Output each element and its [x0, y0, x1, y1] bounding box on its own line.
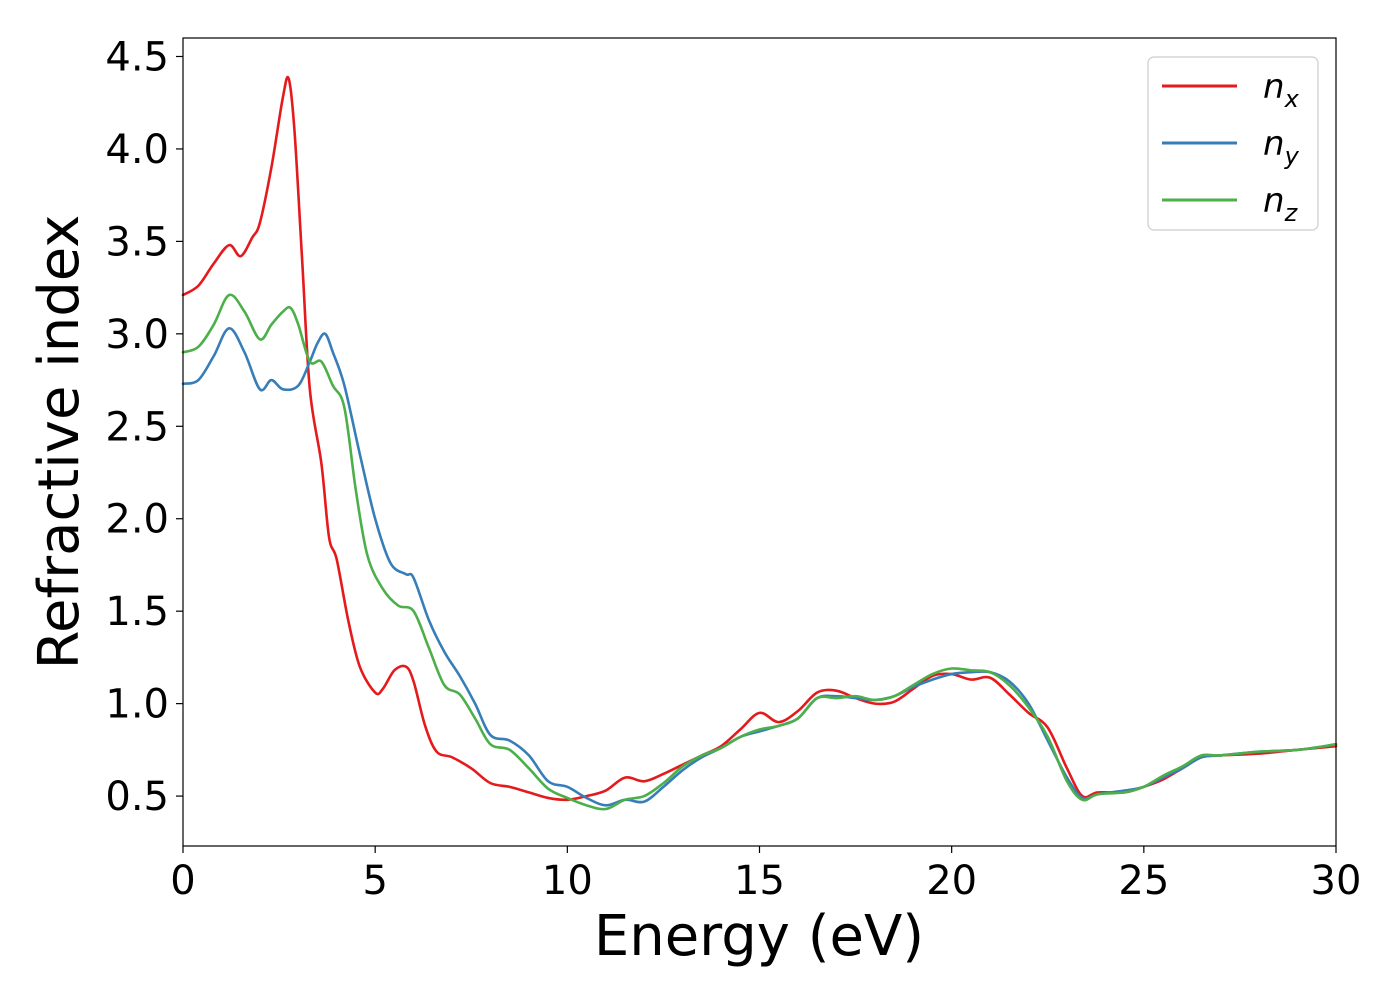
- x-tick-label: 5: [362, 858, 387, 904]
- y-tick-label: 4.0: [105, 127, 169, 173]
- legend-label-ny: ny: [1263, 124, 1300, 170]
- x-axis: 0 5 10 15 20 25 30: [170, 846, 1361, 904]
- x-tick-label: 30: [1311, 858, 1362, 904]
- x-tick-label: 0: [170, 858, 195, 904]
- y-tick-label: 2.0: [105, 497, 169, 543]
- y-tick-label: 0.5: [105, 774, 169, 820]
- legend-label-nx: nx: [1263, 67, 1300, 113]
- y-axis-label: Refractive index: [27, 215, 92, 670]
- y-tick-label: 1.5: [105, 589, 169, 635]
- y-tick-label: 3.5: [105, 219, 169, 265]
- y-tick-label: 2.5: [105, 404, 169, 450]
- x-tick-label: 20: [926, 858, 977, 904]
- series-line-nx: [181, 75, 1338, 802]
- x-tick-label: 25: [1118, 858, 1169, 904]
- x-tick-label: 10: [542, 858, 593, 904]
- series-layer: [181, 75, 1338, 811]
- y-tick-label: 1.0: [105, 682, 169, 728]
- legend: nx ny nz: [1147, 56, 1319, 231]
- legend-label-nz: nz: [1263, 181, 1299, 227]
- x-axis-label: Energy (eV): [594, 904, 924, 969]
- y-tick-label: 3.0: [105, 312, 169, 358]
- y-axis: 0.5 1.0 1.5 2.0 2.5 3.0 3.5 4.0 4.5: [105, 34, 183, 820]
- series-line-ny: [181, 326, 1338, 807]
- series-line-nz: [181, 293, 1338, 811]
- y-tick-label: 4.5: [105, 34, 169, 80]
- x-tick-label: 15: [734, 858, 785, 904]
